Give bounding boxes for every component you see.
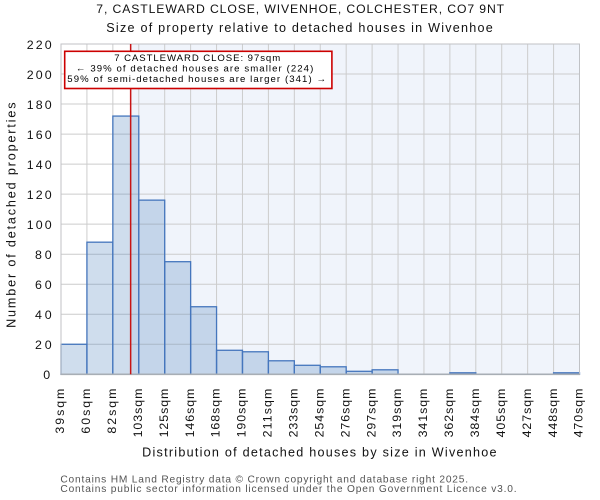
svg-text:233sqm: 233sqm (287, 389, 301, 438)
svg-text:168sqm: 168sqm (209, 389, 223, 438)
svg-text:276sqm: 276sqm (338, 389, 352, 438)
svg-text:Distribution of detached house: Distribution of detached houses by size … (142, 445, 496, 459)
svg-text:140: 140 (27, 158, 52, 172)
svg-text:39sqm: 39sqm (53, 389, 67, 434)
svg-text:120: 120 (27, 188, 52, 202)
svg-text:Contains public sector informa: Contains public sector information licen… (60, 484, 516, 495)
svg-text:Size of property relative to d: Size of property relative to detached ho… (106, 21, 493, 35)
svg-text:103sqm: 103sqm (131, 389, 145, 438)
svg-text:160: 160 (27, 128, 52, 142)
svg-text:180: 180 (27, 98, 52, 112)
svg-text:7 CASTLEWARD CLOSE: 97sqm: 7 CASTLEWARD CLOSE: 97sqm (114, 53, 280, 64)
svg-text:341sqm: 341sqm (416, 389, 430, 438)
svg-text:190sqm: 190sqm (235, 389, 249, 438)
svg-text:448sqm: 448sqm (546, 389, 560, 438)
svg-text:470sqm: 470sqm (572, 389, 586, 438)
svg-text:427sqm: 427sqm (520, 389, 534, 438)
svg-text:297sqm: 297sqm (364, 389, 378, 438)
svg-text:362sqm: 362sqm (442, 389, 456, 438)
svg-text:60sqm: 60sqm (79, 389, 93, 434)
svg-text:59% of semi-detached houses ar: 59% of semi-detached houses are larger (… (67, 74, 326, 85)
svg-text:0: 0 (43, 368, 50, 382)
svg-text:405sqm: 405sqm (494, 389, 508, 438)
svg-text:125sqm: 125sqm (157, 389, 171, 438)
svg-text:Contains HM Land Registry data: Contains HM Land Registry data © Crown c… (60, 474, 468, 485)
svg-text:82sqm: 82sqm (105, 389, 119, 434)
svg-text:7, CASTLEWARD CLOSE, WIVENHOE,: 7, CASTLEWARD CLOSE, WIVENHOE, COLCHESTE… (96, 2, 504, 16)
svg-text:146sqm: 146sqm (183, 389, 197, 438)
svg-text:220: 220 (27, 38, 52, 52)
svg-text:384sqm: 384sqm (468, 389, 482, 438)
svg-text:254sqm: 254sqm (312, 389, 326, 438)
svg-text:211sqm: 211sqm (261, 389, 275, 438)
svg-text:100: 100 (27, 218, 52, 232)
svg-text:200: 200 (27, 68, 52, 82)
svg-text:Number of detached properties: Number of detached properties (5, 103, 19, 328)
svg-text:319sqm: 319sqm (390, 389, 404, 438)
svg-text:← 39% of detached houses are s: ← 39% of detached houses are smaller (22… (76, 64, 313, 75)
